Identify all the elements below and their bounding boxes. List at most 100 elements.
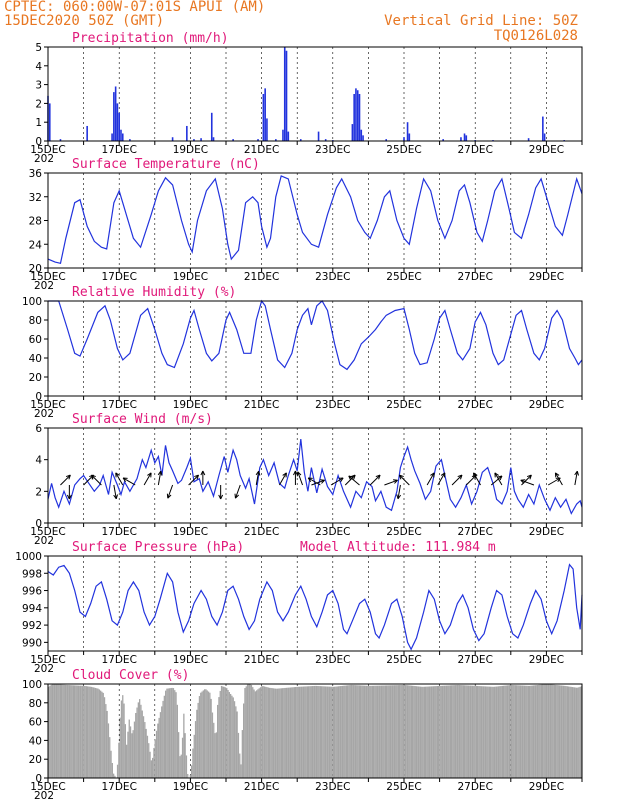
- precip-bar: [171, 137, 174, 141]
- cloud-bar: [201, 691, 203, 778]
- plot-frame: [47, 427, 583, 524]
- x-tick-label: 27DEC: [457, 399, 492, 411]
- precip-bar: [114, 86, 117, 141]
- cloud-bar: [341, 685, 344, 778]
- cloud-bar: [344, 685, 346, 778]
- y-tick-label: 992: [22, 620, 42, 632]
- cloud-bar: [573, 687, 575, 778]
- cloud-bar: [392, 685, 394, 778]
- x-tick-label: 23DEC: [315, 781, 350, 793]
- cloud-bar: [196, 709, 198, 778]
- wind-arrow: [330, 477, 344, 486]
- cloud-bar: [406, 685, 409, 778]
- cloud-bar: [187, 773, 189, 778]
- cloud-bar: [382, 685, 384, 778]
- cloud-bar: [193, 734, 195, 778]
- cloud-bar: [453, 685, 455, 778]
- cloud-bar: [417, 686, 419, 778]
- wind-arrow-head: [494, 472, 499, 476]
- wind-arrow-shaft: [490, 475, 503, 486]
- x-tick-label: 27DEC: [457, 654, 492, 666]
- wind-arrow-head: [398, 474, 402, 480]
- wind-arrow-head: [440, 472, 446, 476]
- cloud-bar: [454, 685, 457, 778]
- cloud-bar: [379, 685, 381, 778]
- cloud-bar: [89, 686, 91, 778]
- wind-arrow-head: [375, 474, 381, 478]
- cloud-bar: [153, 747, 155, 778]
- cloud-bar: [274, 688, 276, 778]
- cloud-bar: [214, 733, 216, 778]
- cloud-bar: [171, 687, 173, 778]
- cloud-bar: [492, 686, 494, 778]
- cloud-bar: [224, 687, 227, 778]
- cloud-bar: [207, 691, 210, 778]
- cloud-bar: [548, 684, 550, 778]
- x-tick-label: 15DEC: [30, 526, 65, 538]
- cloud-bar: [310, 686, 312, 778]
- cloud-bar: [499, 686, 501, 778]
- cloud-bar: [513, 685, 515, 778]
- x-tick-label: 15DEC: [30, 781, 65, 793]
- cloud-bar: [295, 687, 297, 778]
- cloud-bar: [395, 685, 397, 778]
- series-line: [48, 299, 583, 371]
- wind-arrow-head: [194, 474, 199, 478]
- cloud-bar: [97, 688, 99, 778]
- cloud-bar: [137, 702, 139, 778]
- cloud-bar: [302, 686, 305, 778]
- cloud-bar: [58, 684, 60, 778]
- cloud-bar: [165, 690, 167, 778]
- cloud-bar: [215, 732, 217, 778]
- cloud-bar: [232, 697, 234, 778]
- cloud-bar: [244, 688, 246, 778]
- x-tick-label: 27DEC: [457, 144, 492, 156]
- wind-arrow-head: [157, 470, 162, 476]
- cloud-bar: [339, 686, 341, 778]
- wind-arrow: [66, 485, 72, 500]
- cloud-bar: [575, 687, 578, 778]
- cloud-bar: [271, 688, 273, 778]
- y-tick-label: 998: [22, 568, 42, 580]
- cloud-bar: [568, 686, 570, 778]
- x-tick-label: 21DEC: [244, 271, 279, 283]
- x-tick-label: 29DEC: [529, 654, 564, 666]
- wind-arrow: [60, 474, 71, 486]
- cloud-bar: [76, 685, 78, 778]
- precip-bar: [353, 94, 355, 141]
- cloud-bar: [237, 732, 240, 778]
- cloud-bar: [254, 691, 256, 778]
- cloud-bar: [105, 704, 107, 778]
- cloud-bar: [435, 686, 437, 778]
- panel-6: Cloud Cover (%) 0 20 40 60 80 100 15DEC 17DEC 19D…: [22, 668, 583, 800]
- cloud-bar: [545, 684, 548, 778]
- wind-arrow: [490, 475, 503, 486]
- precip-bar: [385, 139, 387, 141]
- cloud-bar: [535, 685, 537, 778]
- cloud-bar: [328, 686, 331, 778]
- cloud-bar: [321, 686, 323, 778]
- cloud-bar: [393, 685, 396, 778]
- cloud-bar: [578, 687, 580, 778]
- wind-arrow-shaft: [255, 471, 260, 486]
- precip-bar: [406, 122, 409, 141]
- cloud-bar: [466, 685, 468, 778]
- wind-arrow: [396, 484, 402, 500]
- cloud-bar: [261, 686, 263, 778]
- wind-arrow-head: [218, 494, 222, 500]
- cloud-bar: [67, 685, 69, 778]
- cloud-bar: [181, 737, 184, 778]
- cloud-bar: [564, 685, 566, 778]
- cloud-bar: [426, 686, 428, 778]
- y-tick-label: 0: [35, 136, 42, 148]
- cloud-bar: [222, 686, 224, 778]
- wind-arrow-head: [297, 471, 302, 476]
- y-tick-label: 20: [29, 372, 42, 384]
- cloud-bar: [444, 685, 446, 778]
- precip-bar: [86, 125, 88, 141]
- cloud-bar: [436, 686, 438, 778]
- wind-arrow: [293, 470, 298, 485]
- cloud-bar: [49, 685, 51, 778]
- cloud-bar: [81, 685, 84, 778]
- cloud-bar: [475, 685, 477, 778]
